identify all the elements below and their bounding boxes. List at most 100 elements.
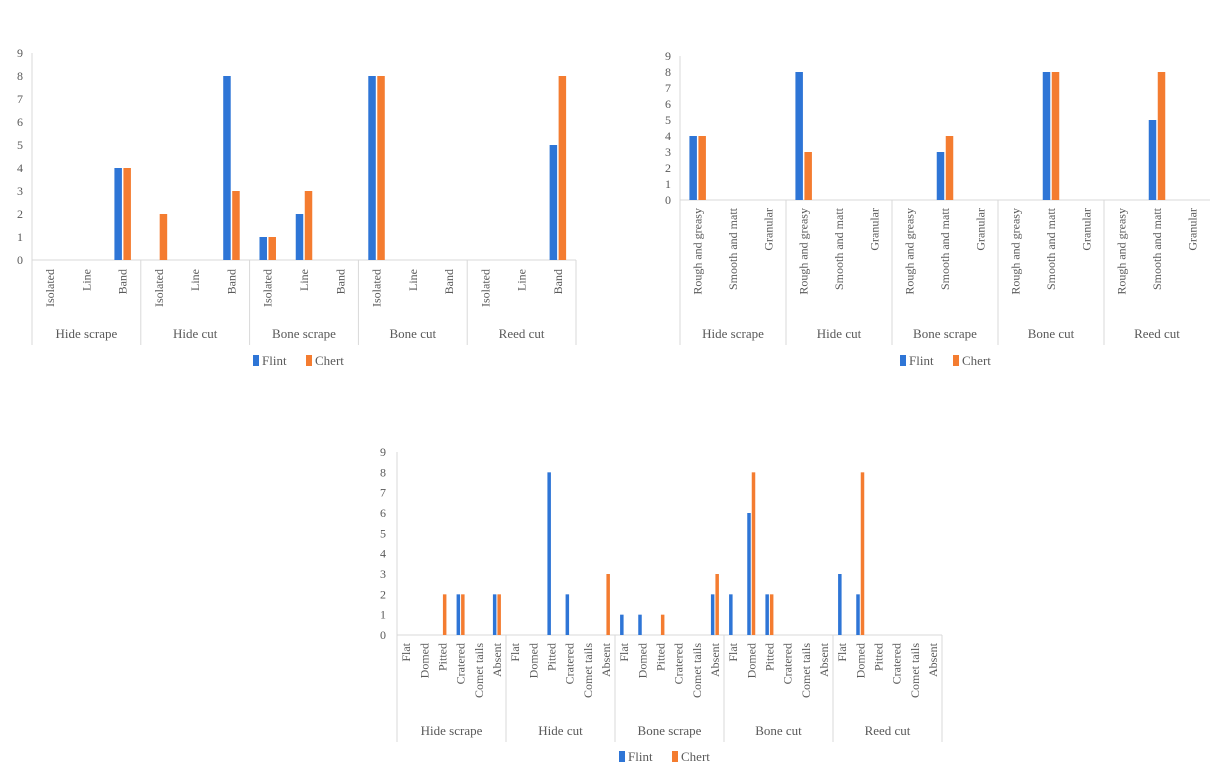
chart-b-bar-chert bbox=[945, 136, 954, 200]
chart-a-bar-chert bbox=[558, 76, 567, 260]
chart-b-bar-flint bbox=[689, 136, 697, 200]
chart-c-group-label: Bone cut bbox=[755, 723, 802, 738]
chart-c-group-label: Hide scrape bbox=[421, 723, 483, 738]
chart-b-y-tick-label: 8 bbox=[665, 65, 671, 79]
chart-c-legend-swatch-flint bbox=[619, 751, 625, 762]
chart-c-bar-chert bbox=[442, 594, 447, 635]
chart-a-y-tick-label: 7 bbox=[17, 92, 23, 106]
chart-c-bar-flint bbox=[856, 594, 860, 635]
chart-a-group-label: Hide scrape bbox=[56, 326, 118, 341]
chart-a-legend-label: Chert bbox=[315, 353, 344, 368]
chart-b-group-label: Bone cut bbox=[1028, 326, 1075, 341]
chart-a-bar-chert bbox=[377, 76, 385, 260]
chart-a-category-label: Isolated bbox=[43, 269, 57, 307]
chart-c-y-tick-label: 1 bbox=[380, 608, 386, 622]
chart-b-category-label: Granular bbox=[867, 208, 881, 251]
chart-c-bar-chert bbox=[461, 594, 465, 635]
chart-c-bar-flint bbox=[729, 594, 733, 635]
chart-b-bar-chert bbox=[698, 136, 706, 200]
chart-a-category-label: Isolated bbox=[478, 269, 492, 307]
chart-c-y-tick-label: 8 bbox=[380, 465, 386, 479]
chart-a-y-tick-label: 2 bbox=[17, 207, 23, 221]
chart-b-legend-label: Chert bbox=[962, 353, 991, 368]
chart-b-category-label: Granular bbox=[1185, 208, 1199, 251]
chart-a-bar-chert bbox=[123, 168, 131, 260]
chart-a-y-tick-label: 6 bbox=[17, 115, 23, 129]
chart-a-y-tick-label: 4 bbox=[17, 161, 23, 175]
chart-c-bar-flint bbox=[547, 472, 551, 635]
chart-a-category-label: Line bbox=[515, 269, 529, 291]
chart-b-category-label: Granular bbox=[761, 208, 775, 251]
chart-c-bar-chert bbox=[715, 574, 719, 635]
chart-b-category-label: Rough and greasy bbox=[1009, 208, 1023, 295]
chart-c-bar-flint bbox=[747, 513, 751, 635]
chart-c-legend-label: Flint bbox=[628, 749, 653, 764]
chart-b-category-label: Smooth and matt bbox=[1150, 207, 1164, 290]
chart-a-group-label: Reed cut bbox=[499, 326, 545, 341]
chart-a-category-label: Band bbox=[551, 269, 565, 294]
chart-c-bar-flint bbox=[638, 614, 642, 635]
chart-c-category-label: Pitted bbox=[653, 643, 667, 671]
chart-a-bar-flint bbox=[368, 76, 376, 260]
chart-c-category-label: Pitted bbox=[762, 643, 776, 671]
chart-c-category-label: Flat bbox=[508, 642, 522, 661]
chart-c-y-tick-label: 0 bbox=[380, 628, 386, 642]
chart-a-bar-flint bbox=[259, 237, 267, 260]
chart-b-y-tick-label: 4 bbox=[665, 129, 671, 143]
chart-c-bar-chert bbox=[860, 472, 865, 635]
chart-a-y-tick-label: 5 bbox=[17, 138, 23, 152]
chart-a-group-label: Bone cut bbox=[390, 326, 437, 341]
chart-c-group-label: Bone scrape bbox=[638, 723, 702, 738]
chart-c-legend-label: Chert bbox=[681, 749, 710, 764]
chart-a-category-label: Isolated bbox=[261, 269, 275, 307]
chart-c-y-tick-label: 7 bbox=[380, 486, 386, 500]
chart-b-legend-label: Flint bbox=[909, 353, 934, 368]
chart-c-y-tick-label: 6 bbox=[380, 506, 386, 520]
chart-b-category-label: Rough and greasy bbox=[797, 208, 811, 295]
chart-b-bar-flint bbox=[795, 72, 803, 200]
chart-b-category-label: Rough and greasy bbox=[1115, 208, 1129, 295]
chart-a-category-label: Isolated bbox=[152, 269, 166, 307]
chart-b-legend-swatch-chert bbox=[953, 355, 959, 366]
chart-b-category-label: Smooth and matt bbox=[1044, 207, 1058, 290]
chart-c-y-tick-label: 3 bbox=[380, 567, 386, 581]
chart-c-group-label: Reed cut bbox=[865, 723, 911, 738]
chart-b-y-tick-label: 0 bbox=[665, 193, 671, 207]
chart-c-category-label: Comet tails bbox=[690, 643, 704, 698]
chart-c-category-label: Pitted bbox=[435, 643, 449, 671]
chart-c-y-tick-label: 4 bbox=[380, 547, 386, 561]
chart-b-bar-chert bbox=[1051, 72, 1060, 200]
chart-b-y-tick-label: 3 bbox=[665, 145, 671, 159]
chart-c-category-label: Domed bbox=[744, 643, 758, 678]
chart-a-y-tick-label: 9 bbox=[17, 46, 23, 60]
chart-a-category-label: Band bbox=[442, 269, 456, 294]
chart-a-category-label: Line bbox=[188, 269, 202, 291]
chart-b-group-label: Hide scrape bbox=[702, 326, 764, 341]
chart-a-category-label: Line bbox=[406, 269, 420, 291]
chart-b-bar-chert bbox=[804, 152, 812, 200]
chart-b-category-label: Smooth and matt bbox=[832, 207, 846, 290]
chart-c-bar-flint bbox=[492, 594, 497, 635]
chart-b-y-tick-label: 1 bbox=[665, 177, 671, 191]
chart-c-category-label: Absent bbox=[599, 642, 613, 677]
chart-a-bar-flint bbox=[295, 214, 304, 260]
chart-b-y-tick-label: 6 bbox=[665, 97, 671, 111]
chart-a-group-label: Bone scrape bbox=[272, 326, 336, 341]
chart-c-category-label: Comet tails bbox=[799, 643, 813, 698]
chart-c-category-label: Comet tails bbox=[581, 643, 595, 698]
chart-a-bar-flint bbox=[223, 76, 231, 260]
chart-b-bar-flint bbox=[1042, 72, 1051, 200]
chart-a-y-tick-label: 1 bbox=[17, 230, 23, 244]
chart-c-bar-chert bbox=[769, 594, 774, 635]
chart-c-category-label: Pitted bbox=[871, 643, 885, 671]
chart-a-category-label: Line bbox=[297, 269, 311, 291]
chart-a-category-label: Isolated bbox=[370, 269, 384, 307]
chart-c-category-label: Absent bbox=[490, 642, 504, 677]
chart-b-category-label: Smooth and matt bbox=[938, 207, 952, 290]
chart-a-legend-label: Flint bbox=[262, 353, 287, 368]
chart-b-category-label: Granular bbox=[973, 208, 987, 251]
chart-b-legend-swatch-flint bbox=[900, 355, 906, 366]
chart-c-y-tick-label: 9 bbox=[380, 445, 386, 459]
chart-b-y-tick-label: 9 bbox=[665, 49, 671, 63]
